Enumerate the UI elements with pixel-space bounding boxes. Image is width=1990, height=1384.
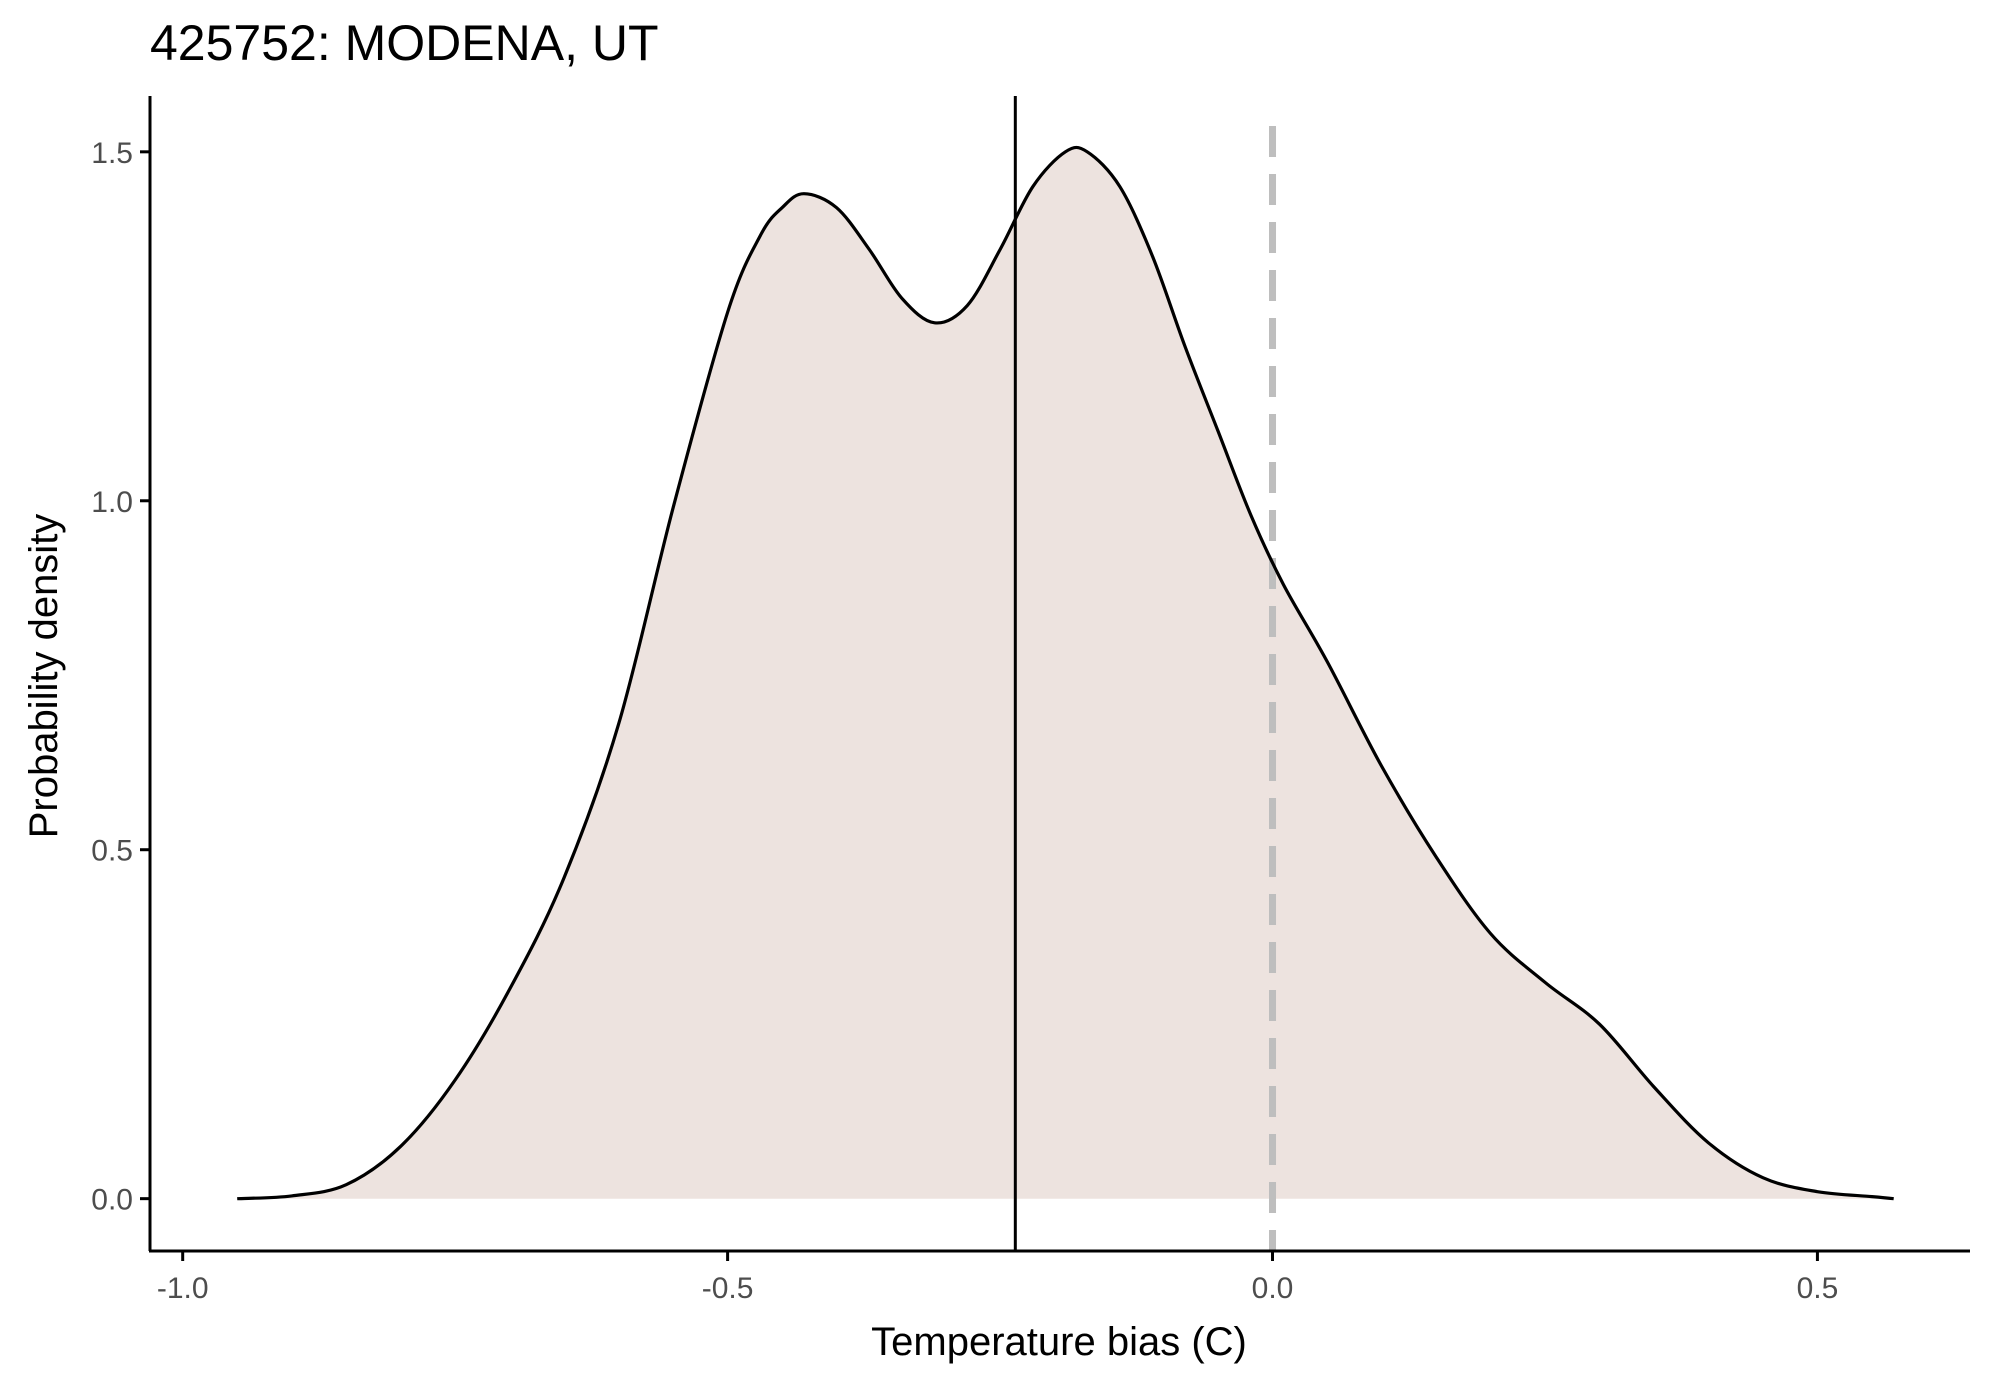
- x-tick-label: 0.0: [1252, 1272, 1294, 1305]
- y-tick-label: 0.5: [91, 835, 133, 868]
- x-tick-label: -1.0: [157, 1272, 209, 1305]
- x-axis-title: Temperature bias (C): [871, 1320, 1247, 1364]
- x-ticks: -1.0 -0.5 0.0 0.5: [157, 1251, 1838, 1305]
- plot-marks: [237, 96, 1894, 1251]
- chart-title: 425752: MODENA, UT: [150, 15, 659, 71]
- axes: -1.0 -0.5 0.0 0.5 0.0 0.5 1.0 1.5: [91, 96, 1970, 1305]
- y-axis-title: Probability density: [22, 514, 66, 839]
- density-curve: [237, 145, 1894, 1201]
- density-area: [237, 147, 1894, 1199]
- x-tick-label: 0.5: [1797, 1272, 1839, 1305]
- y-tick-label: 1.5: [91, 137, 133, 170]
- y-ticks: 0.0 0.5 1.0 1.5: [91, 137, 150, 1217]
- y-tick-label: 1.0: [91, 486, 133, 519]
- y-tick-label: 0.0: [91, 1184, 133, 1217]
- x-tick-label: -0.5: [702, 1272, 754, 1305]
